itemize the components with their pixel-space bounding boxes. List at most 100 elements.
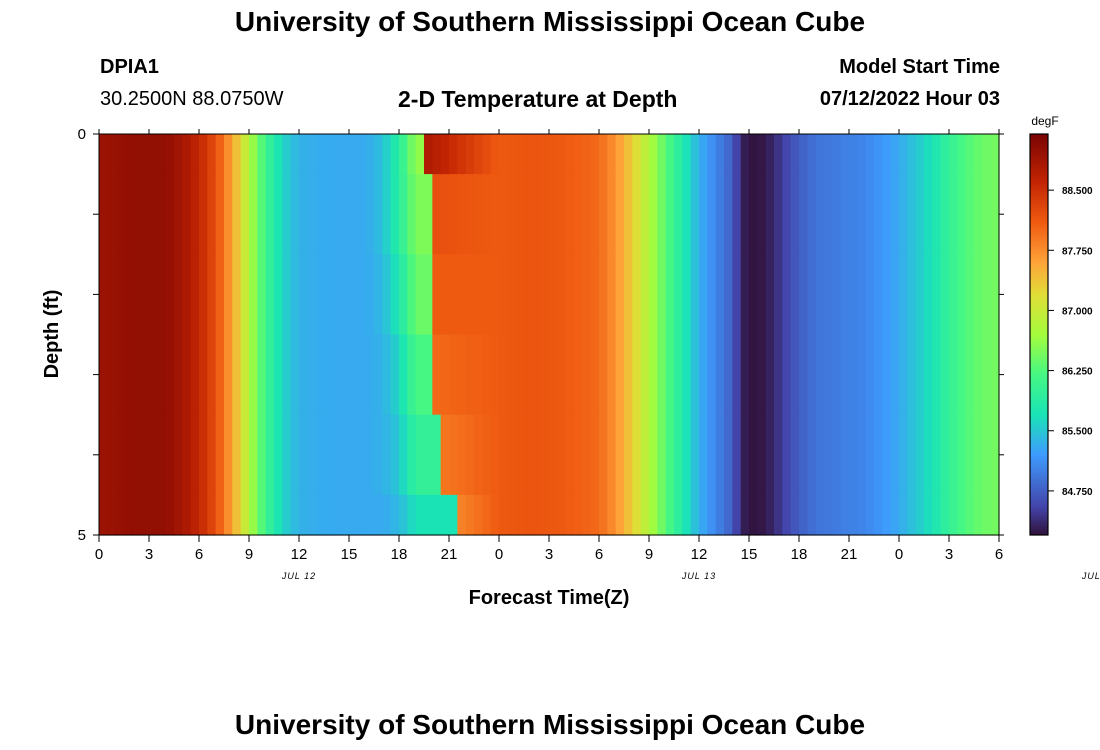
heatmap-cell bbox=[574, 494, 583, 536]
heatmap-cell bbox=[324, 414, 333, 496]
heatmap-cell bbox=[840, 494, 850, 536]
heatmap-cell bbox=[240, 494, 250, 536]
heatmap-cell bbox=[974, 494, 983, 536]
heatmap-cell bbox=[799, 254, 808, 336]
x-date-label: JUL 14 bbox=[1081, 571, 1100, 581]
heatmap-cell bbox=[790, 494, 800, 536]
heatmap-cell bbox=[899, 134, 908, 175]
heatmap-cell bbox=[199, 254, 208, 336]
heatmap-cell bbox=[140, 414, 150, 496]
heatmap-cell bbox=[282, 134, 292, 175]
heatmap-cell bbox=[649, 254, 658, 336]
heatmap-cell bbox=[665, 134, 675, 175]
heatmap-cell bbox=[440, 254, 450, 336]
heatmap-cell bbox=[874, 134, 883, 175]
heatmap-cell bbox=[132, 414, 142, 496]
heatmap-cell bbox=[215, 174, 225, 255]
heatmap-cell bbox=[107, 414, 117, 496]
heatmap-cell bbox=[507, 254, 517, 336]
heatmap-cell bbox=[540, 334, 550, 416]
heatmap-cell bbox=[440, 494, 450, 536]
heatmap-cell bbox=[507, 134, 517, 175]
heatmap-cell bbox=[990, 254, 1000, 336]
heatmap-cell bbox=[190, 174, 200, 255]
heatmap-cell bbox=[607, 134, 617, 175]
heatmap-cell bbox=[782, 334, 792, 416]
heatmap-cell bbox=[757, 334, 767, 416]
heatmap-cell bbox=[557, 254, 567, 336]
heatmap-cell bbox=[890, 254, 900, 336]
heatmap-cell bbox=[982, 494, 992, 536]
heatmap-cell bbox=[315, 414, 325, 496]
heatmap-cell bbox=[290, 134, 300, 175]
x-tick-label: 15 bbox=[341, 546, 358, 563]
heatmap-cell bbox=[149, 134, 158, 175]
heatmap-cell bbox=[324, 254, 333, 336]
heatmap-cell bbox=[849, 414, 858, 496]
heatmap-cell bbox=[965, 494, 975, 536]
heatmap-cell bbox=[874, 414, 883, 496]
heatmap-cell bbox=[740, 494, 750, 536]
heatmap-cell bbox=[515, 134, 525, 175]
heatmap-cell bbox=[699, 134, 708, 175]
heatmap-cell bbox=[232, 174, 242, 255]
heatmap-cell bbox=[849, 174, 858, 255]
heatmap-cell bbox=[607, 254, 617, 336]
heatmap-cell bbox=[915, 334, 925, 416]
heatmap-cell bbox=[549, 334, 558, 416]
heatmap-cell bbox=[782, 174, 792, 255]
heatmap-cell bbox=[465, 494, 475, 536]
heatmap-cell bbox=[140, 254, 150, 336]
heatmap-cell bbox=[749, 174, 758, 255]
heatmap-cell bbox=[757, 494, 767, 536]
heatmap-cell bbox=[507, 174, 517, 255]
heatmap-cell bbox=[665, 334, 675, 416]
heatmap-cell bbox=[290, 334, 300, 416]
heatmap-cell bbox=[207, 134, 217, 175]
heatmap-cell bbox=[340, 334, 350, 416]
heatmap-cell bbox=[582, 174, 592, 255]
heatmap-cell bbox=[465, 414, 475, 496]
heatmap-cell bbox=[690, 134, 700, 175]
heatmap-cell bbox=[465, 254, 475, 336]
heatmap-cell bbox=[990, 494, 1000, 536]
heatmap-cell bbox=[632, 334, 642, 416]
heatmap-cell bbox=[515, 414, 525, 496]
heatmap-cell bbox=[232, 334, 242, 416]
heatmap-cell bbox=[540, 174, 550, 255]
heatmap-cell bbox=[407, 134, 417, 175]
heatmap-cell bbox=[124, 174, 133, 255]
heatmap-cell bbox=[840, 254, 850, 336]
heatmap-cell bbox=[440, 334, 450, 416]
heatmap-cell bbox=[899, 334, 908, 416]
heatmap-cell bbox=[124, 254, 133, 336]
heatmap-cell bbox=[674, 174, 683, 255]
heatmap-cell bbox=[890, 414, 900, 496]
heatmap-cell bbox=[99, 174, 108, 255]
heatmap-cell bbox=[682, 134, 692, 175]
heatmap-cell bbox=[215, 494, 225, 536]
colorbar-tick-label: 85.500 bbox=[1062, 427, 1093, 438]
heatmap-cell bbox=[282, 254, 292, 336]
heatmap-cell bbox=[724, 414, 733, 496]
heatmap-cell bbox=[232, 134, 242, 175]
colorbar-tick-label: 86.250 bbox=[1062, 367, 1093, 378]
heatmap-cell bbox=[224, 174, 233, 255]
heatmap-cell bbox=[99, 134, 108, 175]
heatmap-cell bbox=[115, 254, 125, 336]
heatmap-cell bbox=[190, 494, 200, 536]
heatmap-cell bbox=[449, 174, 458, 255]
heatmap-cell bbox=[449, 414, 458, 496]
heatmap-cell bbox=[132, 134, 142, 175]
heatmap-cell bbox=[957, 254, 967, 336]
heatmap-cell bbox=[365, 134, 375, 175]
heatmap-cell bbox=[457, 134, 467, 175]
heatmap-cell bbox=[749, 134, 758, 175]
heatmap-cell bbox=[832, 134, 842, 175]
heatmap-cell bbox=[824, 494, 833, 536]
heatmap-cell bbox=[290, 254, 300, 336]
heatmap-cell bbox=[149, 254, 158, 336]
heatmap-cell bbox=[990, 414, 1000, 496]
heatmap-cell bbox=[365, 174, 375, 255]
x-tick-label: 12 bbox=[691, 546, 708, 563]
